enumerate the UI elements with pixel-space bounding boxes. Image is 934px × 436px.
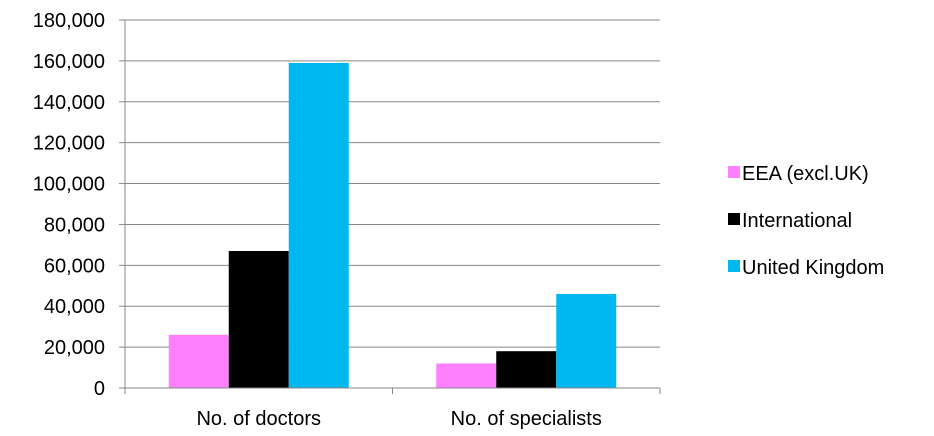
legend-label: United Kingdom [742, 257, 884, 279]
bars [168, 62, 617, 388]
y-tick-label: 120,000 [33, 133, 105, 155]
y-tick-label: 80,000 [44, 214, 105, 236]
y-tick-label: 180,000 [33, 10, 105, 32]
legend-label: International [742, 210, 852, 232]
y-tick-label: 160,000 [33, 51, 105, 73]
legend-swatch [728, 213, 740, 225]
y-tick-label: 140,000 [33, 92, 105, 114]
legend: EEA (excl.UK) International United Kingdom [728, 163, 884, 279]
y-tick-label: 20,000 [44, 337, 105, 359]
y-tick-label: 40,000 [44, 296, 105, 318]
legend-label: EEA (excl.UK) [742, 163, 869, 185]
x-category-label: No. of specialists [451, 408, 602, 430]
y-axis: 0 20,000 40,000 60,000 80,000 100,000 120,000 1… [33, 10, 126, 400]
bar-eea-excl-uk-2 [436, 363, 497, 388]
bar-united-kingdom-1 [288, 62, 349, 388]
x-axis: No. of doctors No. of specialists [124, 387, 661, 430]
legend-swatch [728, 260, 740, 272]
y-tick-label: 60,000 [44, 255, 105, 277]
bar-united-kingdom-2 [556, 293, 617, 388]
bar-international-2 [496, 351, 557, 388]
y-tick-label: 100,000 [33, 174, 105, 196]
x-category-label: No. of doctors [196, 408, 321, 430]
y-tick-label: 0 [94, 378, 105, 400]
bar-eea-excl-uk-1 [168, 334, 229, 388]
bar-international-1 [228, 251, 289, 388]
legend-swatch [728, 166, 740, 178]
